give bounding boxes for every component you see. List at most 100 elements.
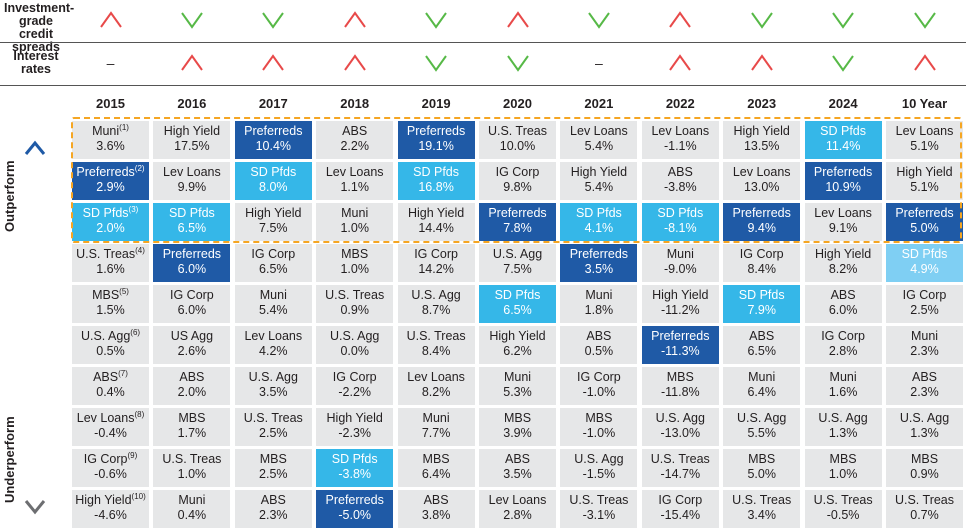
return-value: 5.5% bbox=[747, 425, 776, 440]
asset-class-name: U.S. Agg bbox=[398, 288, 475, 303]
return-value: -1.0% bbox=[582, 384, 616, 399]
asset-class-name: Preferreds bbox=[560, 247, 637, 262]
return-value: 1.0% bbox=[340, 261, 369, 276]
return-value: -4.6% bbox=[94, 507, 127, 522]
asset-class-name: Muni bbox=[723, 370, 800, 385]
up-chevron-icon bbox=[343, 11, 366, 28]
asset-class-name: Lev Loans bbox=[805, 206, 882, 221]
asset-class-name: U.S. Treas bbox=[479, 124, 556, 139]
asset-class-text: High Yield bbox=[326, 411, 383, 425]
return-value: 11.4% bbox=[825, 138, 861, 153]
row-divider bbox=[0, 85, 966, 86]
return-value: 10.0% bbox=[499, 138, 536, 153]
asset-class-text: U.S. Treas bbox=[894, 493, 955, 507]
asset-class-name: High Yield bbox=[886, 165, 963, 180]
return-cell: SD Pfds 4.9% bbox=[886, 244, 963, 282]
return-value: 2.3% bbox=[259, 507, 288, 522]
asset-class-name: U.S. Agg(6) bbox=[72, 327, 149, 344]
asset-class-name: U.S. Agg bbox=[723, 411, 800, 426]
asset-class-text: SD Pfds bbox=[168, 206, 215, 220]
asset-class-name: Lev Loans bbox=[886, 124, 963, 139]
asset-class-name: SD Pfds(3) bbox=[72, 205, 149, 221]
asset-class-name: MBS bbox=[723, 452, 800, 467]
asset-class-name: MBS bbox=[642, 370, 719, 385]
return-value: 6.0% bbox=[177, 302, 207, 317]
asset-class-name: High Yield bbox=[560, 165, 637, 180]
return-value: 6.5% bbox=[747, 343, 776, 358]
asset-class-name: IG Corp(9) bbox=[72, 451, 149, 467]
footnote-marker: (6) bbox=[130, 327, 141, 337]
asset-class-name: Muni bbox=[560, 288, 637, 303]
return-value: 2.0% bbox=[177, 384, 207, 399]
return-value: 7.5% bbox=[259, 220, 288, 235]
asset-class-text: Lev Loans bbox=[407, 370, 465, 384]
asset-class-text: Preferreds bbox=[895, 206, 954, 220]
footnote-marker: (4) bbox=[135, 245, 145, 255]
return-value: -1.5% bbox=[582, 466, 616, 481]
year-header-cell: 2024 bbox=[828, 96, 858, 111]
return-cell: Preferreds 5.0% bbox=[886, 203, 963, 241]
asset-class-text: IG Corp bbox=[83, 452, 128, 466]
return-value: 2.2% bbox=[340, 138, 369, 153]
footnote-marker: (10) bbox=[131, 491, 146, 501]
asset-class-name: ABS(7) bbox=[72, 369, 149, 385]
asset-class-name: MBS bbox=[805, 452, 882, 467]
return-value: 9.4% bbox=[747, 220, 776, 235]
indicator-row-label-line: Investment- bbox=[4, 1, 75, 15]
return-cell: Muni 1.8% bbox=[560, 285, 638, 323]
asset-class-name: Preferreds bbox=[886, 206, 963, 221]
asset-class-text: Lev Loans bbox=[570, 124, 628, 138]
asset-class-text: MBS bbox=[178, 411, 206, 425]
return-value: 7.8% bbox=[503, 220, 532, 235]
return-cell: U.S. Agg 3.5% bbox=[234, 367, 312, 405]
asset-class-text: Muni bbox=[92, 124, 120, 138]
return-cell: MBS -1.0% bbox=[560, 408, 638, 446]
return-value: -15.4% bbox=[660, 507, 701, 522]
return-cell: Lev Loans 13.0% bbox=[723, 162, 801, 200]
asset-class-name: ABS bbox=[886, 370, 963, 385]
asset-class-name: ABS bbox=[723, 329, 800, 344]
asset-class-name: Preferreds bbox=[479, 206, 556, 221]
year-header-cell: 2015 bbox=[96, 96, 125, 111]
asset-class-name: Muni bbox=[479, 370, 556, 385]
asset-class-name: MBS bbox=[886, 452, 963, 467]
asset-class-text: Muni bbox=[829, 370, 857, 384]
asset-class-name: High Yield bbox=[153, 124, 230, 139]
indicator-row-label-line: rates bbox=[21, 62, 51, 76]
return-value: 2.8% bbox=[828, 343, 858, 358]
return-value: 3.8% bbox=[421, 507, 451, 522]
return-value: 0.5% bbox=[96, 343, 125, 358]
asset-class-name: Lev Loans bbox=[153, 165, 230, 180]
return-cell: MBS 5.0% bbox=[723, 449, 801, 487]
return-value: 4.9% bbox=[910, 261, 939, 276]
return-value: 2.5% bbox=[259, 425, 288, 440]
return-value: 2.9% bbox=[96, 179, 125, 194]
asset-class-name: SD Pfds bbox=[886, 247, 963, 262]
return-value: 13.0% bbox=[743, 179, 780, 194]
asset-class-name: ABS bbox=[235, 493, 312, 508]
return-value: -3.8% bbox=[663, 179, 697, 194]
return-cell: Lev Loans 4.2% bbox=[234, 326, 312, 364]
asset-class-text: ABS bbox=[586, 329, 612, 343]
asset-class-name: Lev Loans bbox=[398, 370, 475, 385]
return-value: 16.8% bbox=[418, 179, 454, 194]
asset-class-name: Lev Loans bbox=[560, 124, 637, 139]
return-cell: Lev Loans 9.1% bbox=[804, 203, 882, 241]
top-three-highlight bbox=[71, 117, 962, 243]
asset-class-name: IG Corp bbox=[479, 165, 556, 180]
return-cell: Lev Loans 9.9% bbox=[153, 162, 231, 200]
asset-class-text: U.S. Treas bbox=[650, 452, 710, 466]
asset-class-text: IG Corp bbox=[332, 370, 377, 384]
return-cell: High Yield 7.5% bbox=[234, 203, 312, 241]
asset-class-text: U.S. Treas bbox=[76, 247, 136, 261]
asset-class-name: IG Corp bbox=[560, 370, 637, 385]
asset-class-text: SD Pfds bbox=[820, 124, 867, 138]
asset-class-text: Muni bbox=[748, 370, 776, 384]
asset-class-name: U.S. Agg bbox=[235, 370, 312, 385]
return-cell: IG Corp 14.2% bbox=[397, 244, 475, 282]
asset-class-text: IG Corp bbox=[251, 247, 296, 261]
return-value: 5.4% bbox=[259, 302, 288, 317]
asset-class-text: Preferreds bbox=[325, 493, 384, 507]
asset-class-text: Muni bbox=[422, 411, 450, 425]
asset-class-name: ABS bbox=[153, 370, 230, 385]
